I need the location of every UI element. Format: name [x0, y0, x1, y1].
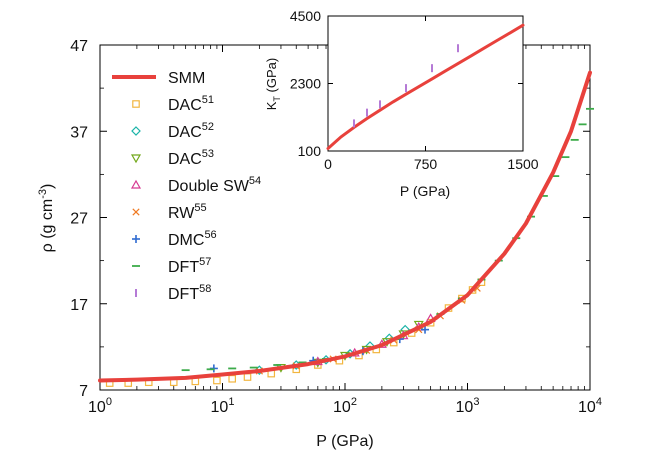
- series-line-SMM: [98, 70, 592, 383]
- legend-item-DMC56: DMC56: [132, 229, 217, 249]
- y-tick-label: 7: [79, 383, 88, 400]
- legend-label: RW55: [168, 202, 207, 222]
- main-chart: 100 101 102 103 104 7 17 27 37 47 P (GPa) ρ (g cm…: [37, 38, 602, 450]
- legend-label: DAC53: [168, 148, 214, 168]
- legend-item-DoubleSW54: Double SW54: [130, 175, 261, 195]
- legend-item-DAC53: DAC53: [130, 148, 214, 168]
- main-y-axis-label: ρ (g cm-3): [37, 184, 56, 253]
- data-point-DAC51: [243, 373, 252, 381]
- data-point-DMC56: [421, 325, 430, 334]
- inset-x-tick-label: 750: [414, 156, 438, 172]
- main-tick-labels: 100 101 102 103 104 7 17 27 37 47: [70, 38, 602, 416]
- x-tick-label: 103: [456, 396, 480, 416]
- legend-item-SMM: SMM: [112, 70, 205, 87]
- legend-swatch-DAC52: [131, 126, 141, 136]
- legend-label: DMC56: [168, 229, 217, 249]
- main-series-layer: [98, 70, 594, 387]
- legend-item-DFT57: DFT57: [132, 256, 211, 276]
- main-x-axis-label: P (GPa): [316, 433, 374, 450]
- legend-label: DFT57: [168, 256, 211, 276]
- inset-series-line-SMM: [326, 23, 525, 150]
- y-tick-label: 37: [70, 124, 88, 141]
- legend-swatch-DAC51: [132, 100, 140, 108]
- inset-y-tick-label: 2300: [290, 76, 321, 92]
- legend-swatch-DoubleSW54: [130, 179, 142, 189]
- legend-swatch-DAC53: [130, 154, 142, 164]
- legend-label: DAC51: [168, 94, 214, 114]
- inset-axis-ticks: [327, 15, 524, 152]
- legend-item-DFT58: DFT58: [135, 283, 211, 303]
- x-tick-label: 100: [88, 396, 112, 416]
- data-point-DAC51: [213, 376, 221, 385]
- legend-label: DAC52: [168, 121, 214, 141]
- y-tick-label: 47: [70, 38, 88, 55]
- legend-item-RW55: RW55: [132, 202, 207, 222]
- inset-chart: 0 750 1500 100 2300 4500 P (GPa) KT (GPa): [264, 8, 539, 199]
- x-tick-label: 102: [333, 396, 357, 416]
- legend-label: DFT58: [168, 283, 211, 303]
- legend-label: SMM: [168, 70, 205, 87]
- data-point-DAC51: [228, 374, 236, 383]
- inset-x-axis-label: P (GPa): [400, 183, 450, 199]
- legend-item-DAC51: DAC51: [132, 94, 214, 114]
- y-tick-label: 17: [70, 297, 88, 314]
- legend: SMM DAC51 DAC52 DAC53 Double SW54 RW55 DMC56 DF…: [112, 70, 261, 303]
- legend-label: Double SW54: [168, 175, 261, 195]
- inset-x-tick-label: 0: [324, 156, 332, 172]
- x-tick-label: 101: [211, 396, 235, 416]
- inset-tick-labels: 0 750 1500 100 2300 4500: [290, 8, 539, 172]
- inset-y-tick-label: 100: [298, 143, 322, 159]
- inset-y-axis-label: KT (GPa): [264, 58, 282, 110]
- legend-item-DAC52: DAC52: [131, 121, 214, 141]
- inset-x-tick-label: 1500: [507, 156, 538, 172]
- legend-swatch-RW55: [132, 208, 140, 216]
- x-tick-label: 104: [578, 396, 602, 416]
- y-tick-label: 27: [70, 211, 88, 228]
- legend-swatch-DMC56: [132, 235, 140, 243]
- inset-y-tick-label: 4500: [290, 8, 321, 24]
- inset-series-layer: [326, 23, 525, 150]
